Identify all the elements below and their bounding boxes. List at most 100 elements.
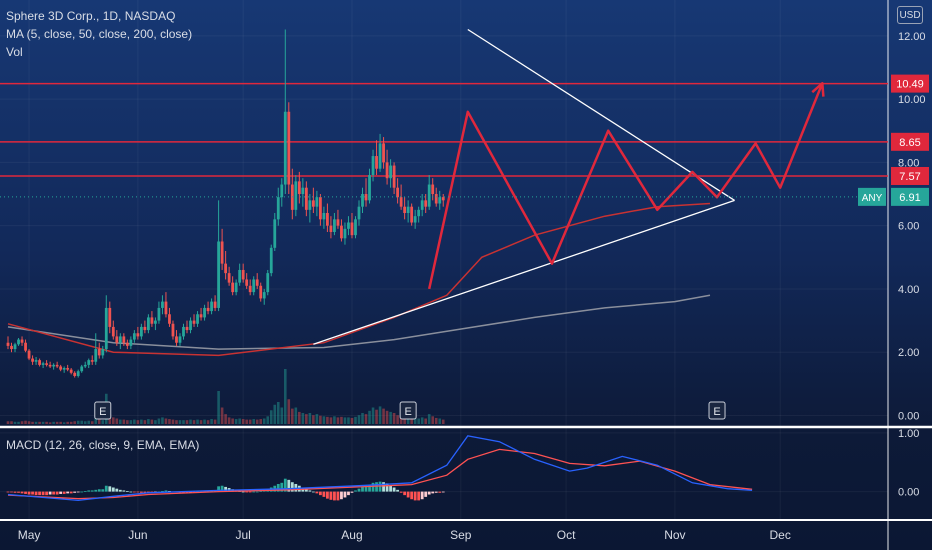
volume-bar xyxy=(427,414,431,424)
candle-body xyxy=(241,269,245,280)
macd-histogram-bar xyxy=(185,491,189,493)
macd-histogram-bar xyxy=(392,487,396,492)
macd-histogram-bar xyxy=(129,491,133,493)
volume-bar xyxy=(364,414,368,424)
volume-bar xyxy=(301,413,305,424)
macd-histogram-bar xyxy=(382,482,385,492)
macd-histogram-bar xyxy=(371,482,375,492)
time-tick-label: Jun xyxy=(128,528,147,542)
price-tick-label: 12.00 xyxy=(898,31,926,43)
volume-bar xyxy=(438,418,442,424)
candle-body xyxy=(118,336,122,343)
macd-histogram-bar xyxy=(438,491,442,493)
macd-histogram-bar xyxy=(108,486,112,492)
macd-histogram-bar xyxy=(122,490,126,492)
pattern-arrowhead xyxy=(811,82,825,97)
volume-bar xyxy=(403,417,406,424)
candle-body xyxy=(304,187,308,210)
macd-histogram-bar xyxy=(48,491,52,495)
volume-bar xyxy=(417,418,420,424)
volume-bar xyxy=(122,419,126,424)
candle-body xyxy=(424,200,428,207)
macd-histogram-bar xyxy=(375,482,378,492)
macd-histogram-bar xyxy=(241,491,245,493)
volume-indicator-label: Vol xyxy=(6,45,23,59)
volume-bar xyxy=(368,410,371,424)
volume-bar xyxy=(305,414,308,424)
macd-histogram-bar xyxy=(399,491,403,493)
symbol-tag-label: ANY xyxy=(862,193,883,204)
macd-histogram-bar xyxy=(66,491,70,494)
price-tag-label: 10.49 xyxy=(896,79,924,91)
volume-bar xyxy=(48,422,52,424)
macd-histogram-bar xyxy=(287,479,291,492)
macd-histogram-bar xyxy=(13,491,17,493)
volume-bar xyxy=(382,408,385,424)
macd-histogram-bar xyxy=(357,488,361,492)
volume-bar xyxy=(361,413,364,424)
candle-body xyxy=(20,339,24,343)
price-tag-box xyxy=(891,132,929,151)
macd-histogram-bar xyxy=(364,485,368,492)
price-tick-label: 6.00 xyxy=(898,221,919,233)
macd-histogram-bar xyxy=(55,491,59,495)
macd-histogram-bar xyxy=(31,491,34,495)
macd-tick-label: 0.00 xyxy=(898,487,919,499)
macd-histogram-bar xyxy=(69,491,73,494)
candle-body xyxy=(417,209,421,217)
macd-histogram-bar xyxy=(420,491,424,500)
macd-histogram-bar xyxy=(104,485,108,492)
volume-bar xyxy=(178,420,182,424)
macd-histogram-bar xyxy=(59,491,63,494)
volume-bar xyxy=(140,419,143,424)
candle-body xyxy=(255,279,259,286)
candle-body xyxy=(396,187,400,198)
macd-histogram-bar xyxy=(368,484,371,492)
candle-body xyxy=(252,279,256,293)
candle-body xyxy=(438,197,442,204)
macd-histogram-bar xyxy=(403,491,407,496)
volume-bar xyxy=(136,420,140,424)
triangle-lower-trendline xyxy=(313,199,735,345)
candle-body xyxy=(52,364,56,367)
candle-body xyxy=(168,314,171,324)
macd-histogram-bar xyxy=(125,491,129,492)
time-tick-label: Oct xyxy=(557,528,576,542)
candle-body xyxy=(375,156,378,169)
macd-histogram-bar xyxy=(340,491,343,500)
volume-bar xyxy=(291,408,294,424)
time-tick-label: Dec xyxy=(770,528,791,542)
volume-bar xyxy=(157,418,161,424)
candle-body xyxy=(31,358,34,362)
macd-histogram-bar xyxy=(45,491,49,496)
volume-bar xyxy=(119,419,122,424)
candle-body xyxy=(10,345,13,350)
macd-histogram-bar xyxy=(217,486,220,492)
candle-body xyxy=(161,301,164,308)
symbol-tag-box xyxy=(858,187,886,206)
candle-body xyxy=(87,360,91,365)
macd-histogram-bar xyxy=(161,491,164,492)
candle-body xyxy=(287,111,291,185)
price-tick-label: 2.00 xyxy=(898,347,919,359)
volume-bar xyxy=(73,421,76,424)
candle-body xyxy=(297,181,301,195)
candle-body xyxy=(182,326,185,337)
candle-body xyxy=(227,273,231,283)
macd-histogram-bar xyxy=(283,478,287,492)
macd-histogram-bar xyxy=(322,491,326,497)
volume-bar xyxy=(269,410,273,424)
candle-body xyxy=(420,200,424,210)
volume-bar xyxy=(326,416,329,424)
volume-bar xyxy=(347,417,350,424)
volume-bar xyxy=(17,421,20,424)
price-tick-label: 4.00 xyxy=(898,284,919,296)
volume-bar xyxy=(66,421,69,424)
candle-body xyxy=(441,197,445,201)
price-tick-label: 0.00 xyxy=(898,411,919,423)
candle-body xyxy=(115,336,119,343)
currency-badge[interactable]: USD xyxy=(897,6,923,24)
macd-line xyxy=(7,435,753,502)
volume-bar xyxy=(154,420,157,424)
